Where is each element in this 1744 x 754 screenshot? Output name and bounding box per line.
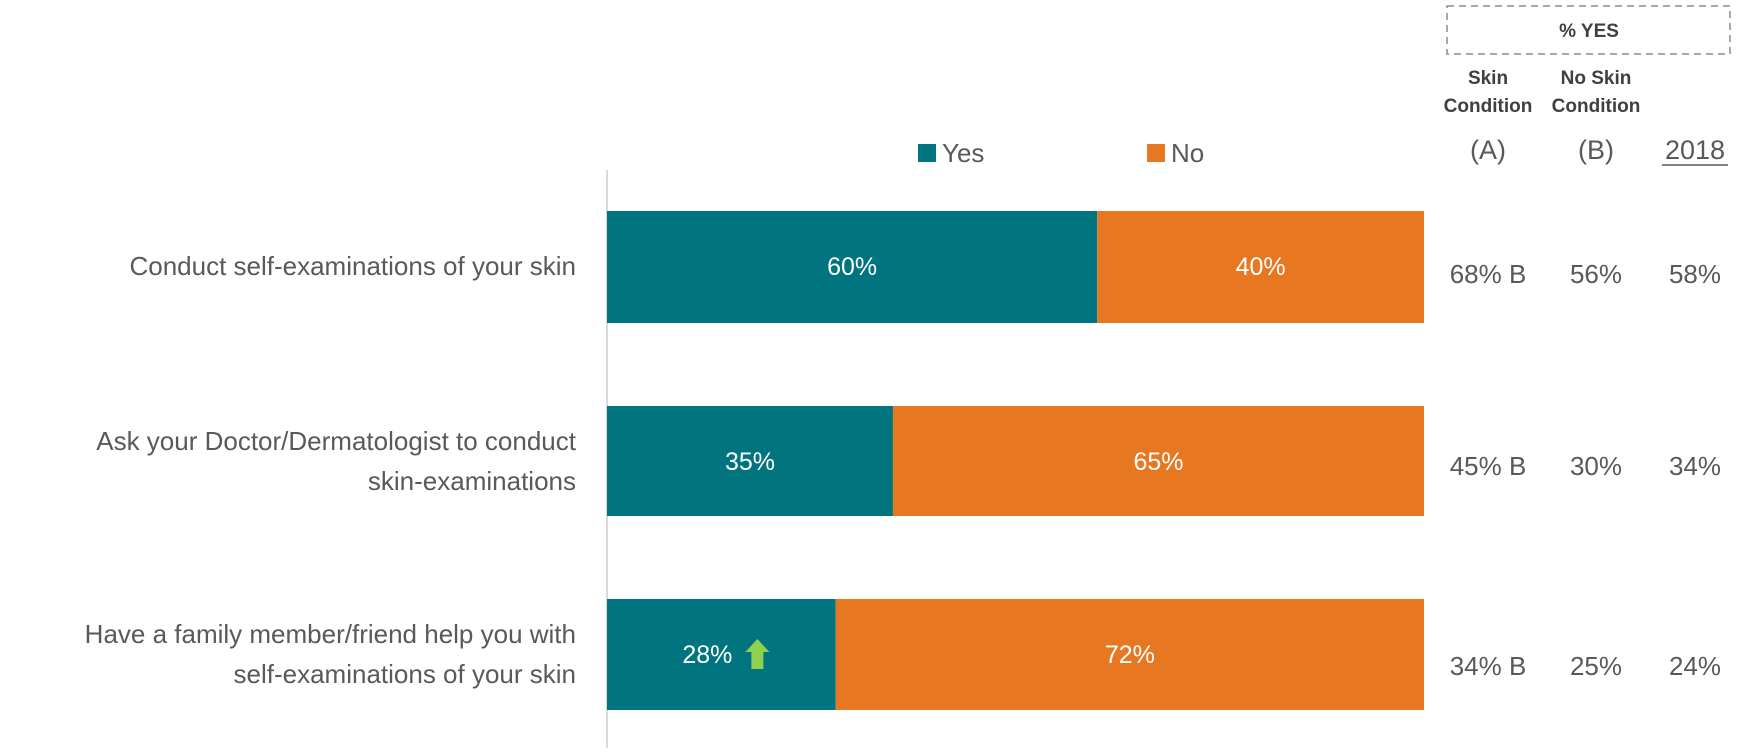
bar-yes-3: [607, 599, 836, 710]
bar-yes-2: [607, 406, 893, 516]
table-cell: 34%: [1669, 451, 1721, 481]
table-column-code: (B): [1578, 135, 1614, 165]
table-column-header: No Skin: [1561, 68, 1632, 89]
table-cell: 34% B: [1450, 651, 1527, 681]
bar-yes-1: [607, 211, 1098, 323]
table-cell: 45% B: [1450, 451, 1527, 481]
data-label-no-2: 65%: [1133, 448, 1183, 476]
legend-swatch-yes: [918, 144, 936, 162]
up-arrow-icon: [745, 639, 770, 669]
table-column-code: (A): [1470, 135, 1506, 165]
table-cell: 30%: [1570, 451, 1622, 481]
data-label-no-3: 72%: [1105, 641, 1155, 669]
table-column-header: Skin: [1468, 68, 1508, 89]
category-label-3: Have a family member/friend help you wit…: [85, 619, 576, 649]
pct-yes-header-box: [1446, 5, 1731, 55]
legend-swatch-no: [1147, 144, 1165, 162]
table-cell: 56%: [1570, 259, 1622, 289]
table-cell: 25%: [1570, 651, 1622, 681]
category-label-3: self-examinations of your skin: [234, 659, 576, 689]
bar-no-3: [835, 599, 1424, 710]
category-label-2: skin-examinations: [368, 466, 576, 496]
table-cell: 68% B: [1450, 259, 1527, 289]
table-column-code: 2018: [1665, 135, 1725, 165]
data-label-yes-1: 60%: [827, 253, 877, 281]
table-cell: 24%: [1669, 651, 1721, 681]
bar-no-1: [1097, 211, 1424, 323]
data-label-no-1: 40%: [1236, 253, 1286, 281]
table-cell: 58%: [1669, 259, 1721, 289]
data-label-yes-2: 35%: [725, 448, 775, 476]
table-column-header: Condition: [1552, 96, 1641, 117]
category-label-1: Conduct self-examinations of your skin: [129, 251, 576, 281]
data-label-yes-3: 28%: [682, 641, 732, 669]
category-label-2: Ask your Doctor/Dermatologist to conduct: [96, 426, 577, 456]
bar-no-2: [892, 406, 1424, 516]
pct-yes-header: % YES: [1559, 21, 1619, 42]
legend-label-yes: Yes: [942, 138, 984, 168]
legend-label-no: No: [1171, 138, 1204, 168]
table-column-header: Condition: [1444, 96, 1533, 117]
